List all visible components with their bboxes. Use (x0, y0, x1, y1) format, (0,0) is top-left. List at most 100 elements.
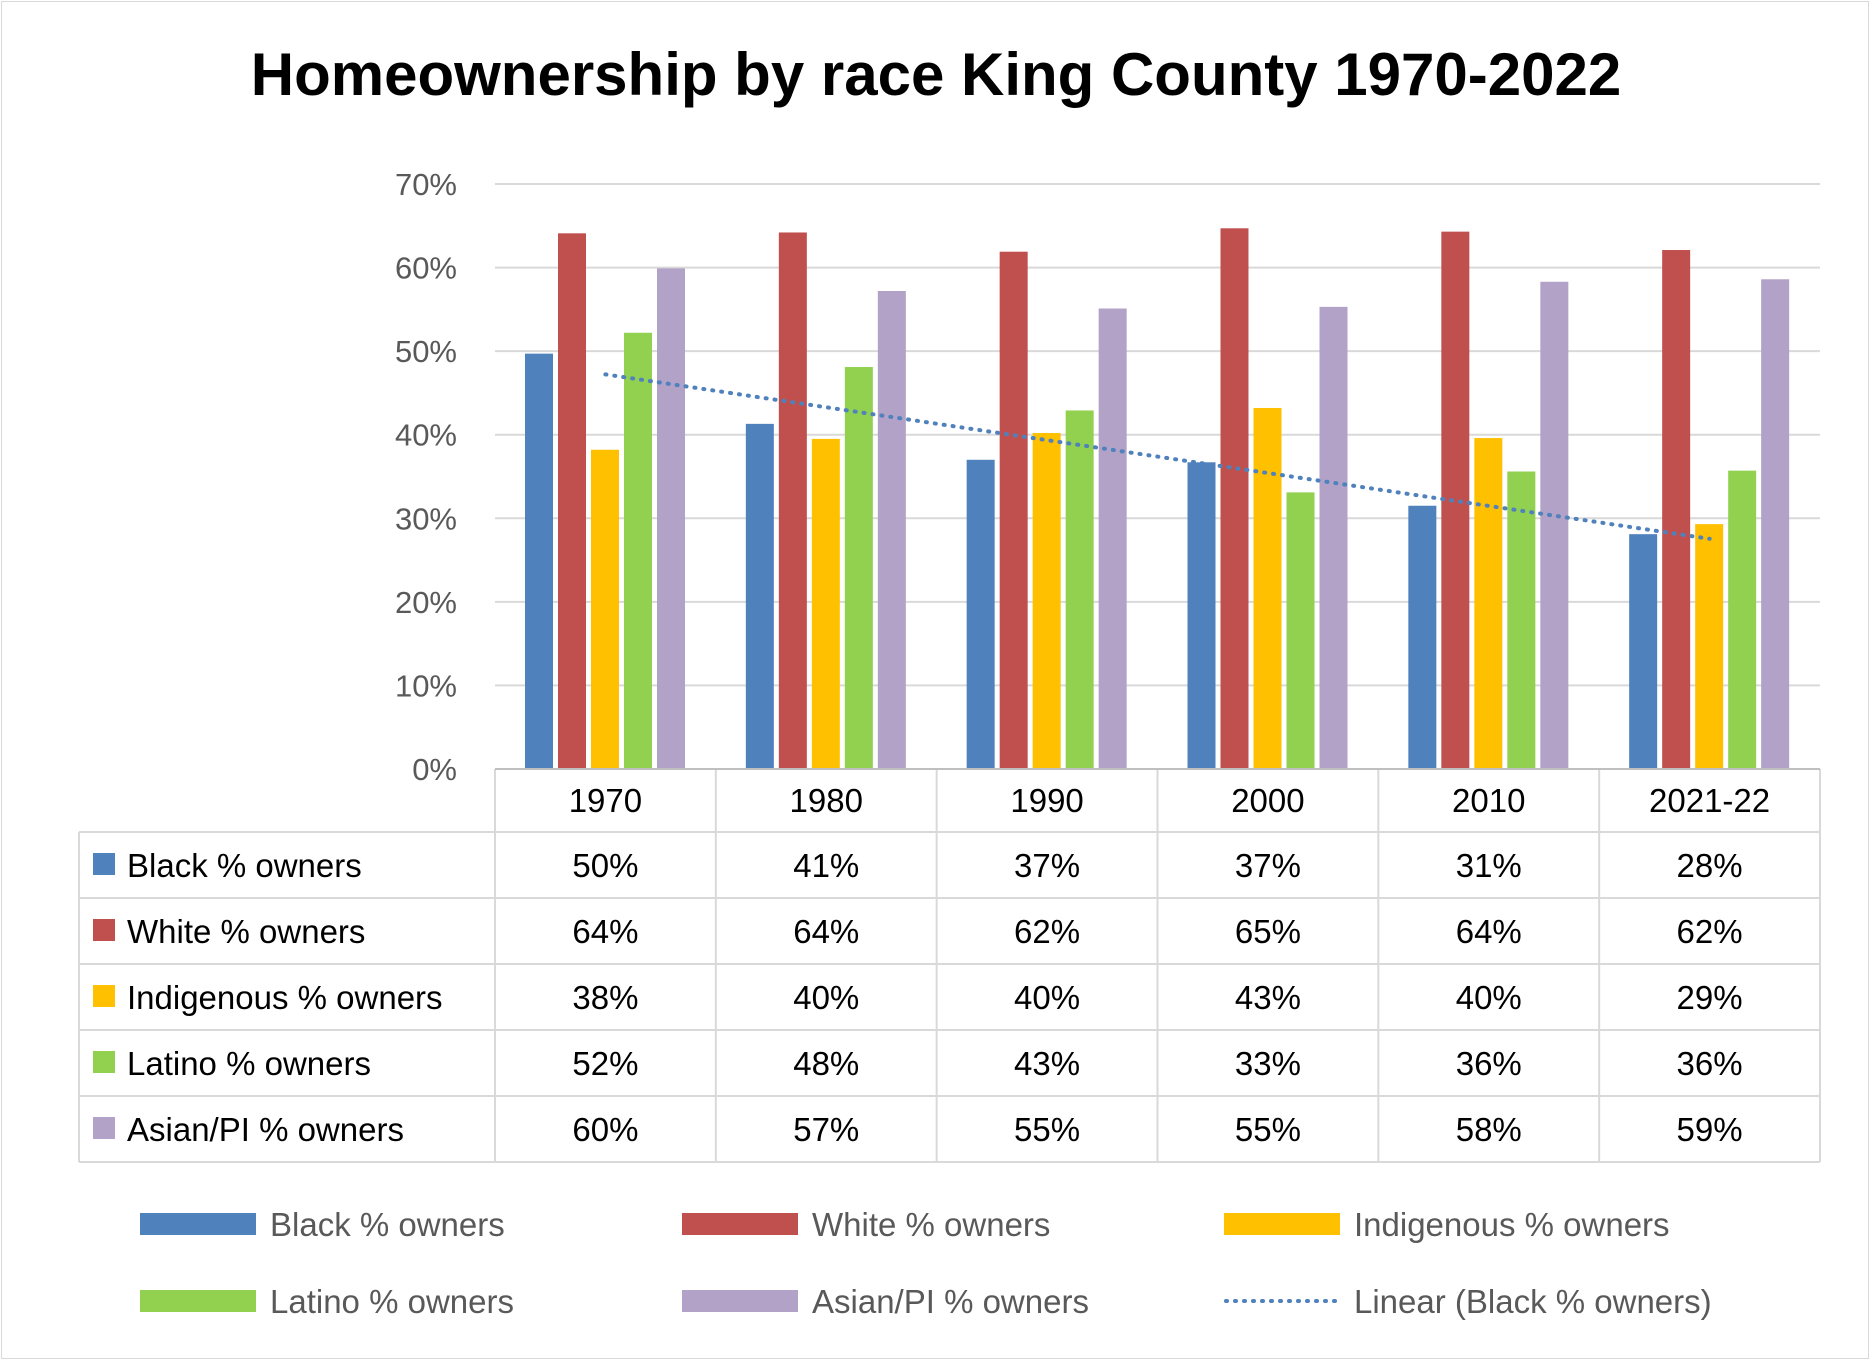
legend: Black % owners White % owners Indigenous %… (140, 1206, 1712, 1320)
y-tick-label: 70% (395, 167, 457, 202)
table-cell: 57% (793, 1111, 859, 1148)
category-label: 2021-22 (1649, 782, 1770, 819)
bars (525, 228, 1790, 770)
table-cell: 28% (1677, 847, 1743, 884)
table-cell: 52% (572, 1045, 638, 1082)
bar-indigenous-owners-1990 (1032, 433, 1061, 769)
table-cell: 33% (1235, 1045, 1301, 1082)
table-row-label: White % owners (127, 913, 365, 950)
legend-label: Latino % owners (270, 1283, 514, 1320)
bar-white-owners-1970 (558, 233, 586, 770)
bar-black-owners-2010 (1408, 505, 1437, 769)
y-tick-label: 40% (395, 418, 457, 453)
bar-indigenous-owners-1980 (811, 438, 840, 769)
legend-swatch-black-owners (140, 1213, 256, 1235)
category-label: 1990 (1010, 782, 1083, 819)
table-row-label: Indigenous % owners (127, 979, 443, 1016)
table-cell: 64% (572, 913, 638, 950)
bar-latino-owners-2010 (1507, 471, 1536, 769)
gridlines (495, 183, 1820, 687)
table-cell: 50% (572, 847, 638, 884)
table-legend-key-asian-pi-owners (93, 1117, 115, 1139)
y-tick-label: 0% (412, 752, 457, 787)
bar-latino-owners-2021-22 (1728, 470, 1757, 769)
table-legend-key-white-owners (93, 919, 115, 941)
bar-asian-pi-owners-2010 (1540, 281, 1569, 769)
legend-swatch-white-owners (682, 1213, 798, 1235)
table-cell: 55% (1235, 1111, 1301, 1148)
y-tick-label: 10% (395, 668, 457, 703)
legend-swatch-indigenous-owners (1224, 1213, 1340, 1235)
y-tick-label: 30% (395, 501, 457, 536)
table-cell: 38% (572, 979, 638, 1016)
table-cell: 58% (1456, 1111, 1522, 1148)
bar-black-owners-1990 (966, 459, 995, 769)
bar-white-owners-2000 (1220, 228, 1249, 770)
bar-latino-owners-2000 (1286, 492, 1315, 769)
table-row-label: Latino % owners (127, 1045, 371, 1082)
y-axis-tick-labels: 0% 10% 20% 30% 40% 50% 60% 70% (395, 167, 457, 787)
legend-swatch-latino-owners (140, 1290, 256, 1312)
bar-white-owners-2010 (1441, 231, 1470, 769)
bar-asian-pi-owners-1980 (877, 290, 906, 769)
trendline-linear-black-owners (603, 372, 1712, 541)
table-cell: 48% (793, 1045, 859, 1082)
table-cell: 29% (1677, 979, 1743, 1016)
table-cell: 37% (1014, 847, 1080, 884)
legend-label: White % owners (812, 1206, 1050, 1243)
bar-white-owners-1980 (778, 232, 807, 769)
bar-indigenous-owners-2021-22 (1695, 524, 1724, 769)
table-cell: 60% (572, 1111, 638, 1148)
bar-asian-pi-owners-1990 (1098, 308, 1127, 769)
legend-label: Black % owners (270, 1206, 505, 1243)
y-tick-label: 60% (395, 251, 457, 286)
chart-title: Homeownership by race King County 1970-2… (250, 41, 1622, 108)
table-row-label: Black % owners (127, 847, 362, 884)
table-cell: 37% (1235, 847, 1301, 884)
bar-white-owners-1990 (999, 251, 1028, 769)
table-cell: 36% (1456, 1045, 1522, 1082)
category-label: 2000 (1231, 782, 1304, 819)
table-cell: 40% (793, 979, 859, 1016)
table-cell: 31% (1456, 847, 1522, 884)
table-legend-key-indigenous-owners (93, 985, 115, 1007)
table-cell: 36% (1677, 1045, 1743, 1082)
table-cell: 40% (1014, 979, 1080, 1016)
bar-black-owners-1970 (525, 353, 553, 769)
table-cell: 55% (1014, 1111, 1080, 1148)
legend-label: Indigenous % owners (1354, 1206, 1670, 1243)
table-cell: 64% (793, 913, 859, 950)
table-cell: 62% (1677, 913, 1743, 950)
table-cell: 62% (1014, 913, 1080, 950)
bar-white-owners-2021-22 (1662, 250, 1691, 769)
bar-asian-pi-owners-2021-22 (1761, 279, 1790, 769)
data-table: 1970 1980 1990 2000 2010 2021-22 Black % owner… (78, 768, 1821, 1163)
bar-black-owners-2021-22 (1629, 534, 1658, 769)
bar-indigenous-owners-1970 (591, 449, 619, 769)
table-cell: 43% (1235, 979, 1301, 1016)
table-cell: 59% (1677, 1111, 1743, 1148)
legend-label: Asian/PI % owners (812, 1283, 1089, 1320)
legend-swatch-asian-pi-owners (682, 1290, 798, 1312)
table-cell: 43% (1014, 1045, 1080, 1082)
bar-latino-owners-1970 (624, 332, 652, 769)
y-tick-label: 20% (395, 585, 457, 620)
table-cell: 64% (1456, 913, 1522, 950)
trendline-layer (603, 372, 1712, 541)
legend-label: Linear (Black % owners) (1354, 1283, 1712, 1320)
bar-asian-pi-owners-1970 (657, 268, 685, 769)
table-cell: 65% (1235, 913, 1301, 950)
bar-asian-pi-owners-2000 (1319, 306, 1348, 769)
category-label: 1970 (569, 782, 642, 819)
table-row-label: Asian/PI % owners (127, 1111, 404, 1148)
table-legend-key-latino-owners (93, 1051, 115, 1073)
table-legend-key-black-owners (93, 853, 115, 875)
y-tick-label: 50% (395, 334, 457, 369)
bar-indigenous-owners-2000 (1253, 407, 1282, 769)
bar-black-owners-2000 (1187, 462, 1216, 769)
table-cell: 41% (793, 847, 859, 884)
bar-latino-owners-1980 (844, 367, 873, 769)
bar-black-owners-1980 (745, 423, 774, 769)
